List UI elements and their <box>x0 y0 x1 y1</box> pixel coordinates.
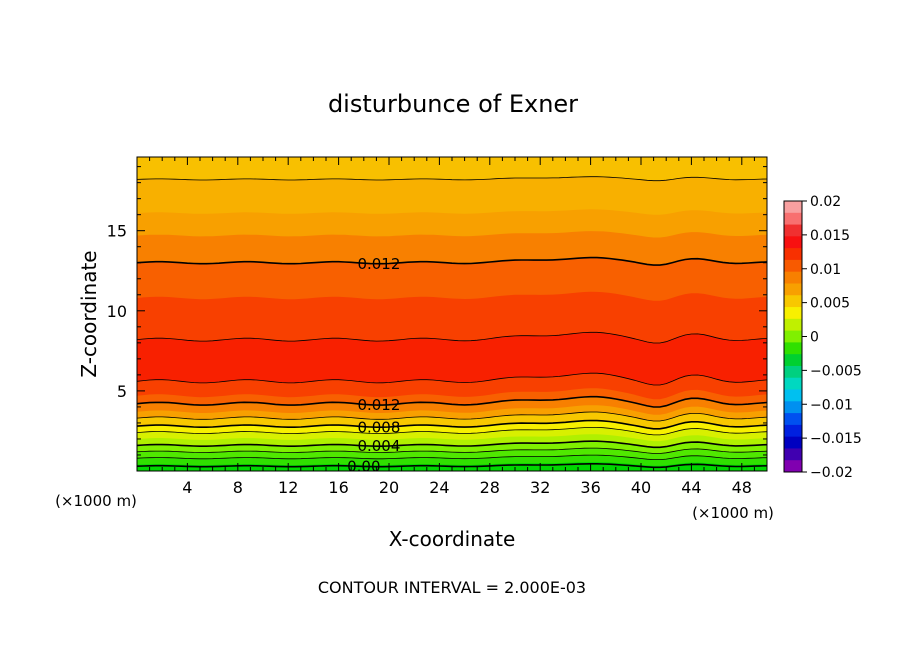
colorbar-swatch <box>784 295 802 308</box>
contour-label: 0.00 <box>347 457 380 475</box>
contour-line <box>137 395 767 408</box>
contour-line <box>137 427 767 436</box>
x-tick-label: 32 <box>530 478 550 497</box>
contour-line <box>137 331 767 344</box>
colorbar-swatch <box>784 342 802 355</box>
colorbar-swatch <box>784 318 802 332</box>
x-axis-unit-label: (×1000 m) <box>692 504 774 522</box>
colorbar-tick-label: 0.01 <box>810 262 841 278</box>
x-tick-label: 40 <box>631 478 651 497</box>
colorbar-swatch <box>784 436 802 449</box>
y-axis-label: Z-coordinate <box>77 250 101 377</box>
contour-line <box>137 454 767 460</box>
contour-line <box>137 256 767 266</box>
contour-interval-note: CONTOUR INTERVAL = 2.000E-03 <box>318 578 586 597</box>
colorbar-swatch <box>784 283 802 296</box>
contour-line <box>137 463 767 469</box>
colorbar-swatch <box>784 212 802 226</box>
x-tick-label: 48 <box>732 478 752 497</box>
x-tick-label: 16 <box>328 478 348 497</box>
y-axis: 5 10 15 <box>107 166 767 456</box>
colorbar-swatch <box>784 330 802 343</box>
colorbar-tick-label: −0.02 <box>810 465 853 481</box>
colorbar-swatch <box>784 248 802 261</box>
colorbar-tick-label: −0.015 <box>810 431 862 447</box>
contour-label: 0.008 <box>357 418 400 436</box>
colorbar-swatch <box>784 460 802 473</box>
contour-line <box>137 372 767 386</box>
colorbar-swatch <box>784 413 802 426</box>
colorbar-tick-label: 0.005 <box>810 296 850 312</box>
colorbar-swatch <box>784 401 802 414</box>
x-tick-label: 24 <box>429 478 449 497</box>
contour-label: 0.004 <box>357 437 400 455</box>
y-tick-label: 10 <box>107 302 127 321</box>
contour-line <box>137 411 767 422</box>
colorbar-swatch <box>784 377 802 391</box>
x-tick-label: 8 <box>233 478 243 497</box>
contour-line <box>137 440 767 449</box>
x-origin-unit-label: (×1000 m) <box>55 492 137 510</box>
x-tick-label: 28 <box>480 478 500 497</box>
x-axis: 4 8 12 16 20 24 28 32 36 40 44 48 <box>149 157 755 497</box>
x-tick-label: 44 <box>681 478 701 497</box>
colorbar-swatch <box>784 224 802 237</box>
x-tick-label: 4 <box>182 478 192 497</box>
x-tick-label: 12 <box>278 478 298 497</box>
contour-label: 0.012 <box>357 255 400 273</box>
colorbar-swatch <box>784 236 802 249</box>
x-tick-label: 20 <box>379 478 399 497</box>
colorbar-tick-label: 0 <box>810 330 819 346</box>
x-axis-label: X-coordinate <box>389 527 516 551</box>
colorbar-swatch <box>784 389 802 402</box>
colorbar-swatch <box>784 307 802 320</box>
contour-label: 0.012 <box>357 396 400 414</box>
colorbar-swatch <box>784 259 802 273</box>
colorbar-tick-label: −0.005 <box>810 363 862 379</box>
colorbar-tick-label: 0.015 <box>810 228 850 244</box>
contour-line <box>137 176 767 182</box>
colorbar-tick-label: 0.02 <box>810 194 841 210</box>
colorbar-swatch <box>784 365 802 379</box>
contour-line <box>137 447 767 454</box>
contour-line <box>137 419 767 430</box>
y-tick-label: 15 <box>107 222 127 241</box>
colorbar-swatch <box>784 354 802 367</box>
y-tick-label: 5 <box>117 382 127 401</box>
colorbar-swatch <box>784 201 802 214</box>
colorbar: 0.02 0.015 0.01 0.005 0 −0.005 −0.01 −0.015 −0.0… <box>783 194 862 481</box>
colorbar-swatch <box>784 424 802 438</box>
x-tick-label: 36 <box>580 478 600 497</box>
colorbar-tick-label: −0.01 <box>810 397 853 413</box>
colorbar-swatch <box>784 448 802 461</box>
chart-title: disturbunce of Exner <box>328 90 578 118</box>
colorbar-swatch <box>784 271 802 284</box>
